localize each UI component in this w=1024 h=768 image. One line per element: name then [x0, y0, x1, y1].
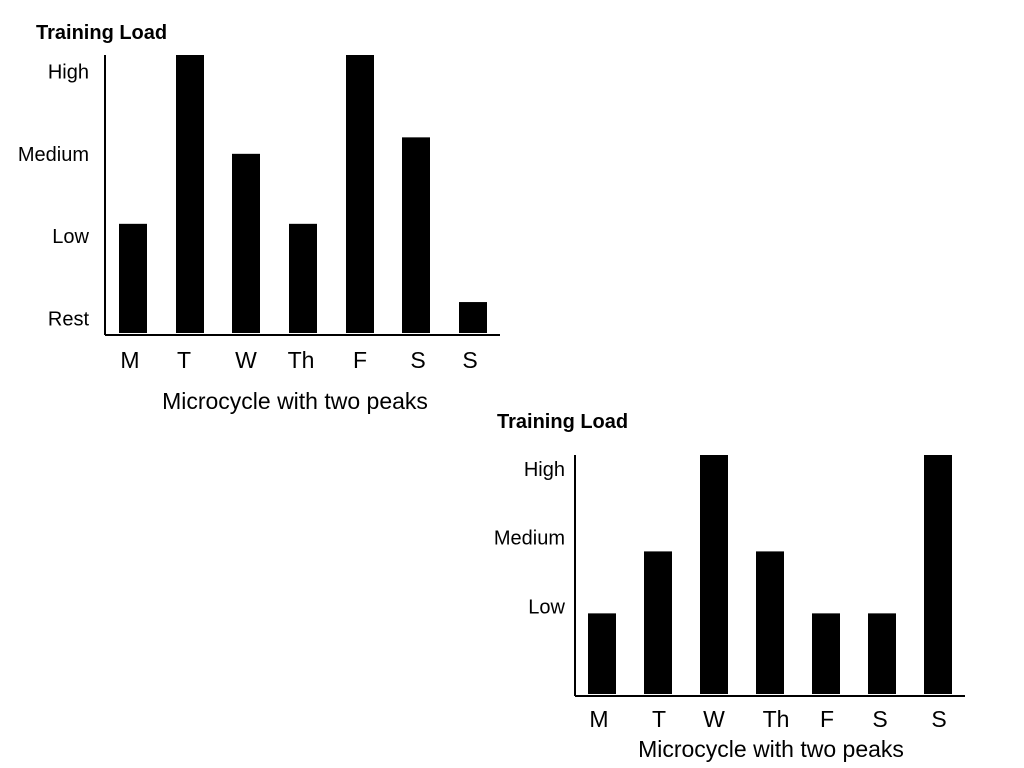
bar — [176, 55, 204, 333]
y-tick-label: High — [524, 459, 565, 481]
y-tick-label: High — [48, 61, 89, 83]
y-tick-label: Rest — [48, 309, 90, 331]
x-tick-label: T — [177, 347, 191, 373]
x-tick-label: S — [931, 706, 946, 732]
x-axis-label: Microcycle with two peaks — [638, 736, 904, 762]
x-tick-label: F — [353, 347, 367, 373]
x-tick-label: S — [410, 347, 425, 373]
bar — [700, 455, 728, 694]
x-axis-label: Microcycle with two peaks — [162, 388, 428, 414]
bar — [119, 223, 147, 333]
bar — [459, 302, 487, 333]
bar — [346, 55, 374, 333]
y-axis-label: Training Load — [36, 22, 167, 44]
x-tick-label: T — [652, 706, 666, 732]
y-tick-label: Medium — [18, 144, 89, 166]
chart-two-peaks: Training Load Low Medium High M T W Th F S S Microc… — [494, 411, 965, 762]
x-tick-label: Th — [763, 706, 790, 732]
bar — [402, 137, 430, 333]
y-tick-label: Low — [528, 596, 565, 618]
bar — [644, 551, 672, 694]
x-tick-label: S — [462, 347, 477, 373]
x-tick-label: M — [120, 347, 139, 373]
x-tick-label: Th — [288, 347, 315, 373]
bar — [756, 551, 784, 694]
x-tick-label: M — [589, 706, 608, 732]
bar — [812, 613, 840, 694]
x-tick-label: S — [872, 706, 887, 732]
bar — [924, 455, 952, 694]
bar — [232, 153, 260, 333]
chart-two-peaks-with-rest: Training Load Rest Low Medium High M T W Th F S S Mi… — [18, 22, 500, 414]
x-tick-label: W — [703, 706, 725, 732]
y-axis-label: Training Load — [497, 411, 628, 433]
y-tick-label: Medium — [494, 528, 565, 550]
x-tick-label: F — [820, 706, 834, 732]
x-tick-label: W — [235, 347, 257, 373]
y-tick-label: Low — [52, 226, 89, 248]
bar — [289, 223, 317, 333]
bar — [588, 613, 616, 694]
bar — [868, 613, 896, 694]
